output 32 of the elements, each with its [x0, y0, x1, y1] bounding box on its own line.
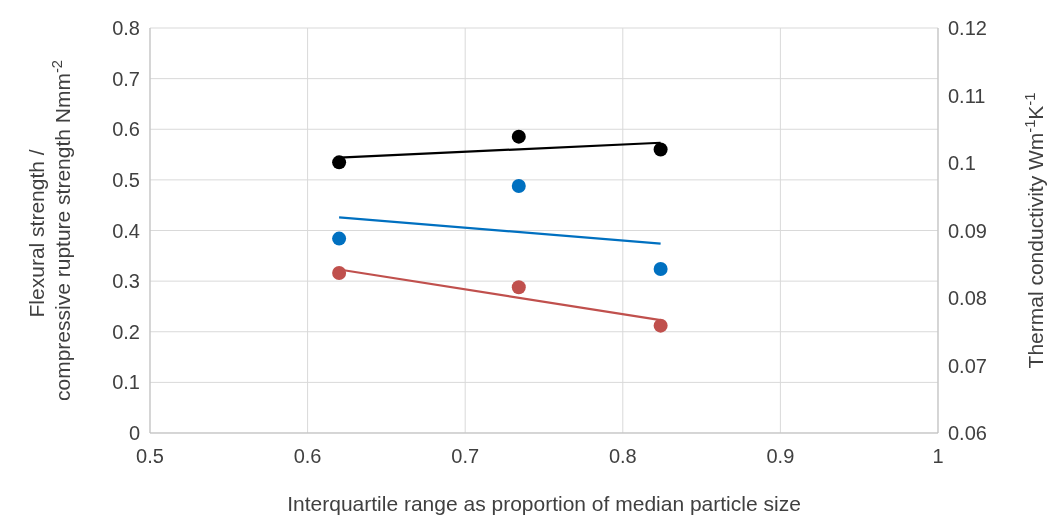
y-tick-label: 0.2: [112, 320, 140, 343]
y2-tick-label: 0.12: [948, 17, 987, 39]
point: [653, 142, 668, 157]
x-tick-label: 0.6: [293, 445, 322, 467]
y-tick-label: 0.8: [112, 17, 140, 39]
y-tick-label: 0.1: [112, 371, 140, 394]
x-tick-label: 1: [932, 445, 944, 467]
y-tick-label: 0: [128, 422, 140, 444]
point: [332, 266, 347, 281]
point: [511, 129, 526, 144]
y-tick-label: 0.7: [112, 67, 140, 90]
x-axis-title: Interquartile range as proportion of median particle size: [287, 492, 801, 515]
point: [653, 318, 668, 333]
y-tick-label: 0.5: [112, 168, 140, 191]
x-tick-label: 0.8: [608, 445, 637, 467]
point: [511, 280, 526, 295]
y-tick-label: 0.4: [112, 219, 140, 242]
x-tick-label: 0.9: [766, 445, 795, 467]
y-tick-label: 0.6: [112, 118, 140, 141]
point: [653, 261, 668, 276]
y2-tick-label: 0.11: [948, 84, 986, 107]
y2-tick-label: 0.08: [948, 287, 987, 309]
y2-tick-label: 0.09: [948, 219, 987, 242]
y2-tick-label: 0.06: [948, 422, 987, 444]
y2-tick-label: 0.07: [948, 354, 987, 377]
y2-tick-label: 0.1: [948, 152, 976, 174]
x-tick-label: 0.7: [451, 445, 480, 467]
point: [332, 231, 347, 246]
y-tick-label: 0.3: [112, 270, 140, 293]
x-tick-label: 0.5: [136, 445, 164, 467]
point: [332, 155, 347, 170]
point: [511, 178, 526, 193]
